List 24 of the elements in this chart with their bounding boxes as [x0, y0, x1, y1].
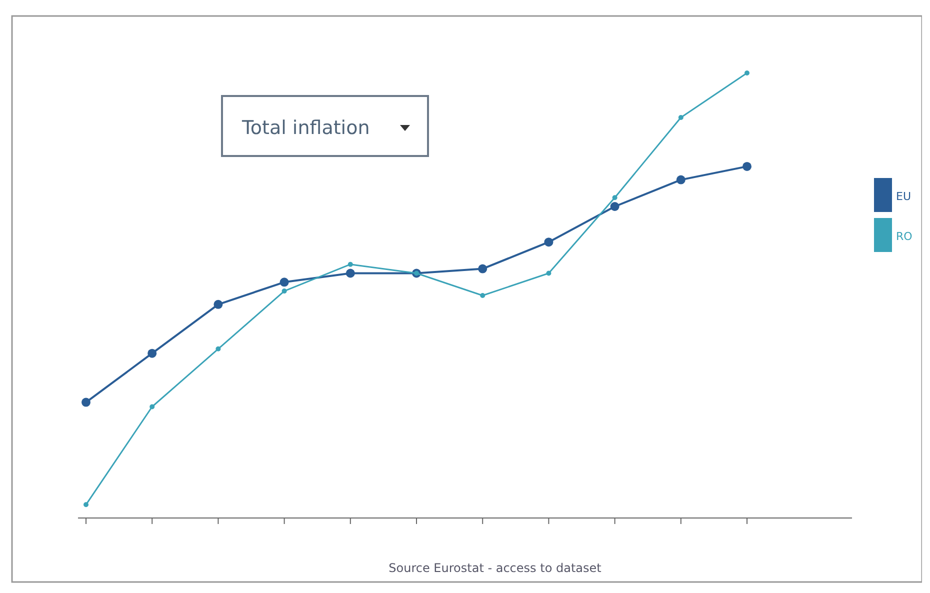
source-note: Source Eurostat - access to dataset [388, 561, 602, 575]
point [478, 264, 488, 274]
point [744, 70, 750, 76]
point [148, 348, 157, 358]
point [216, 346, 221, 352]
point [280, 278, 289, 287]
point [84, 502, 88, 508]
point [612, 195, 618, 200]
point [610, 202, 620, 211]
point [348, 262, 353, 267]
point [346, 268, 355, 278]
point [676, 175, 686, 184]
point [544, 238, 554, 247]
point [82, 398, 90, 407]
point [282, 288, 287, 294]
point [678, 115, 684, 120]
point [742, 162, 752, 171]
text: RO [896, 230, 913, 243]
text: EU [896, 190, 912, 203]
point [480, 293, 486, 298]
point [150, 404, 155, 410]
text: Total inflation [241, 117, 370, 139]
point [546, 270, 552, 276]
point [214, 300, 223, 309]
